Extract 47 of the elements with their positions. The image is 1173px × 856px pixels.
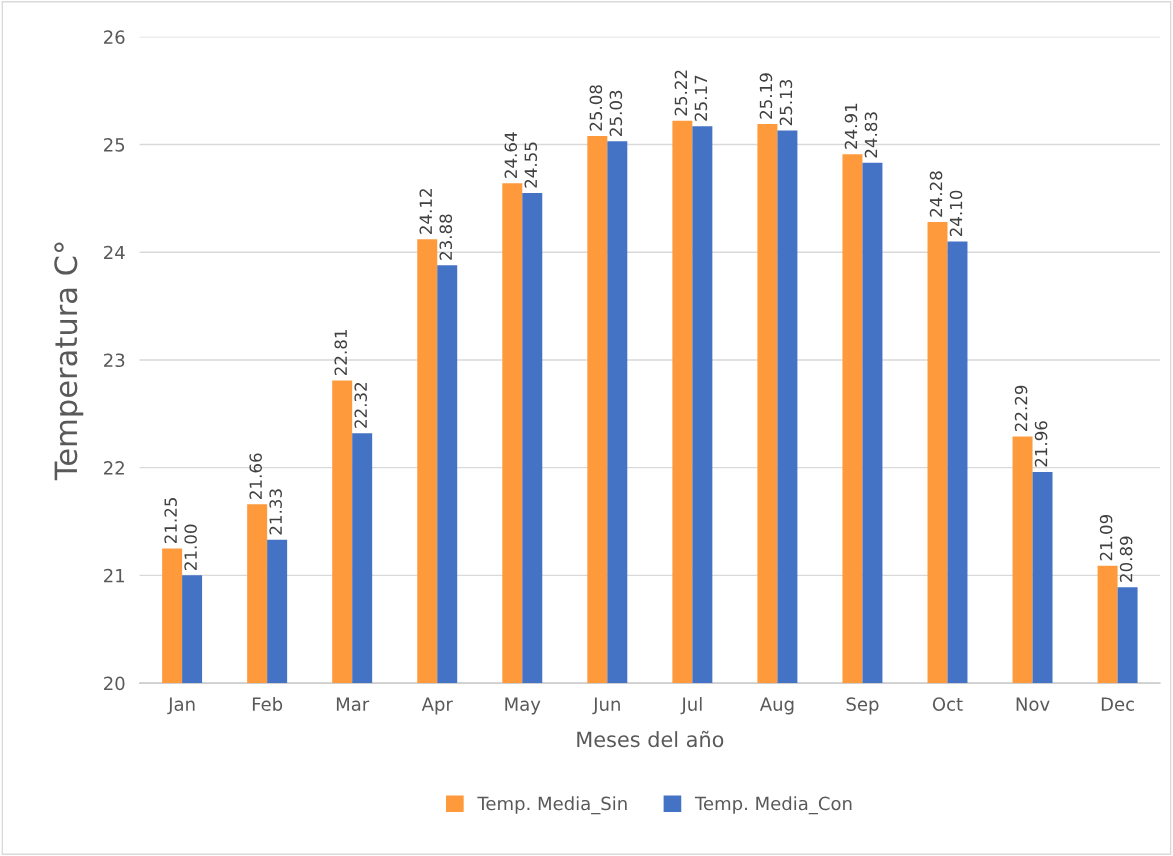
x-tick-label: Jan xyxy=(167,697,195,715)
y-axis-title: Temperatura C° xyxy=(54,242,84,481)
x-tick-label: Nov xyxy=(1016,697,1050,711)
data-label: 21.00 xyxy=(184,524,197,570)
legend-label: Temp. Media_Sin xyxy=(477,796,627,815)
data-label: 20.89 xyxy=(1119,536,1133,582)
data-label: 25.03 xyxy=(609,90,623,136)
x-tick-label: Oct xyxy=(932,697,963,711)
data-label: 22.29 xyxy=(1014,385,1028,432)
data-label: 24.10 xyxy=(949,190,963,237)
data-label: 25.08 xyxy=(589,85,603,131)
data-label: 24.91 xyxy=(844,103,858,149)
y-tick-label: 22 xyxy=(104,461,124,475)
x-tick-label: Mar xyxy=(336,697,370,711)
y-tick-label: 24 xyxy=(104,245,125,260)
y-tick-label: 23 xyxy=(104,353,125,368)
data-label: 23.88 xyxy=(439,214,453,260)
x-tick-label: Jul xyxy=(680,696,702,715)
y-tick-label: 20 xyxy=(104,676,125,691)
data-label: 24.55 xyxy=(524,142,538,188)
data-label: 24.64 xyxy=(504,132,518,178)
data-label: 25.17 xyxy=(694,75,708,121)
data-label: 22.81 xyxy=(334,330,348,376)
x-axis-title: Meses del año xyxy=(577,730,724,748)
data-label: 25.22 xyxy=(674,70,688,116)
data-label: 24.12 xyxy=(419,189,432,234)
data-label: 21.33 xyxy=(269,489,282,535)
x-tick-label: Feb xyxy=(252,696,283,711)
data-label: 22.32 xyxy=(354,382,368,428)
x-tick-label: May xyxy=(505,697,541,715)
data-label: 24.83 xyxy=(864,112,878,158)
x-tick-label: Aug xyxy=(759,697,794,715)
y-tick-label: 25 xyxy=(104,137,125,152)
data-label: 25.13 xyxy=(779,79,793,126)
x-tick-label: Dec xyxy=(1101,697,1134,711)
y-tick-label: 26 xyxy=(104,30,125,44)
y-tick-label: 21 xyxy=(104,568,125,583)
data-label: 21.66 xyxy=(249,453,262,499)
x-tick-label: Sep xyxy=(846,697,879,715)
data-label: 21.96 xyxy=(1034,421,1048,467)
x-tick-label: Jun xyxy=(592,697,620,715)
data-label: 21.25 xyxy=(164,498,177,544)
legend-label: Temp. Media_Con xyxy=(694,796,852,815)
data-label: 24.28 xyxy=(929,171,943,217)
data-label: 21.09 xyxy=(1099,514,1113,561)
x-tick-label: Apr xyxy=(421,697,453,715)
data-label: 25.19 xyxy=(759,73,773,119)
